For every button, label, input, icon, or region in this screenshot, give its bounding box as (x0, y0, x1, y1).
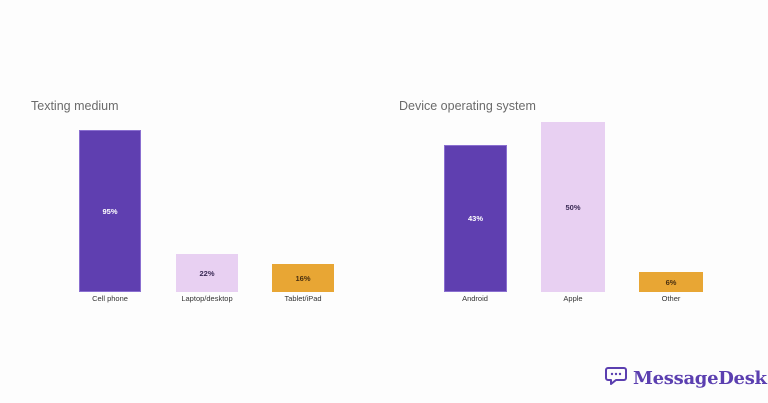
category-label: Tablet/iPad (284, 294, 322, 303)
category-label: Cell phone (92, 294, 128, 303)
chart-title: Texting medium (31, 99, 119, 113)
category-label: Other (661, 294, 681, 303)
category-label: Laptop/desktop (181, 294, 233, 303)
bar-tablet-ipad: 16% (272, 264, 334, 292)
chart-title: Device operating system (399, 99, 536, 113)
bar-value: 95% (102, 206, 118, 216)
bar-value: 16% (295, 273, 311, 283)
bar-value: 6% (665, 277, 677, 287)
bar-value: 50% (565, 202, 581, 212)
brand-name: MessageDesk (633, 368, 767, 389)
bar-cell-phone: 95% (79, 130, 141, 292)
bar-laptop-desktop: 22% (176, 254, 238, 292)
bar-value: 22% (199, 268, 215, 278)
category-label: Apple (563, 294, 583, 303)
bar-apple: 50% (541, 122, 605, 292)
bar-value: 43% (467, 214, 483, 223)
category-label: Android (462, 294, 488, 303)
chat-bubble-icon (605, 366, 627, 391)
messagedesk-logo: MessageDesk (605, 366, 767, 391)
bar-other: 6% (639, 272, 703, 292)
bar-android: 43% (444, 145, 507, 292)
